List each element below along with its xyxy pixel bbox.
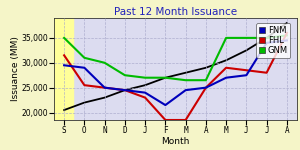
Y-axis label: Issuance (MM): Issuance (MM) bbox=[11, 37, 20, 101]
Bar bbox=[54, 18, 73, 120]
Title: Past 12 Month Issuance: Past 12 Month Issuance bbox=[114, 7, 237, 17]
Legend: FNM, FHL, GNM: FNM, FHL, GNM bbox=[256, 23, 290, 58]
X-axis label: Month: Month bbox=[161, 137, 190, 146]
